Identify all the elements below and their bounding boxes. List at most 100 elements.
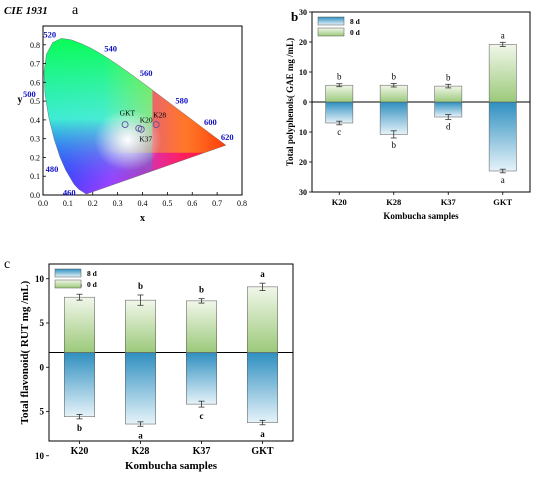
y-tick-label: 20 [299,158,307,167]
bar-0d [247,286,278,353]
bar-8d [64,352,95,417]
y-tick-label: 10 [35,274,45,284]
y-tick-label: 0.6 [30,78,40,87]
x-tick-label: 0.5 [162,199,172,208]
category-label: K28 [386,197,401,207]
significance-letter: a [138,430,143,440]
y-axis-label: Total flavonoid( RUT mg /mL) [19,280,31,424]
bar-8d [247,352,278,423]
sample-point [137,125,145,133]
category-label: K20 [332,197,347,207]
y-tick-label: 20 [299,38,307,47]
y-tick-label: 0.8 [30,41,40,50]
category-label: K20 [71,446,89,457]
y-tick-label: 5 [40,318,45,328]
sample-point [121,121,129,129]
x-tick-label: 0.4 [138,199,148,208]
category-label: K37 [441,197,457,207]
sample-point [152,121,160,129]
y-tick-label: 0.3 [30,135,40,144]
x-tick-label: 0.2 [88,199,98,208]
y-tick-label: 0.0 [30,191,40,200]
cie-white-point [84,87,181,176]
polyphenol-panel: b 30 20 10 0 10 20 30 K20 c b K28 b b K37 d b GKT a a 8 d 0 … [285,8,531,221]
x-tick-label: 0.3 [113,199,123,208]
sample-label: K28 [153,111,166,120]
y-tick-label: 0.2 [30,153,40,162]
y-tick-label: 10 [299,128,307,137]
y-axis-label: y [18,95,23,106]
y-tick-label: 0 [303,98,307,107]
wavelength-label: 500 [23,89,36,99]
panel-c-label: c [4,257,10,272]
cie-locus-outline [43,38,227,195]
legend-swatch [317,27,345,37]
x-tick-label: 0.0 [38,199,48,208]
y-tick-label: 0.7 [30,60,40,69]
panel-a-label: a [72,3,79,18]
sample-label: K37 [139,134,152,143]
legend-swatch [54,268,82,278]
x-axis-label: x [140,213,145,224]
legend-label: 0 d [350,28,361,37]
significance-letter: a [260,269,265,279]
y-tick-label: 0 [40,362,45,372]
significance-letter: d [446,121,451,131]
bar-8d [379,101,408,135]
wavelength-label: 620 [221,132,234,142]
x-axis-label: Kombucha samples [383,211,459,221]
y-tick-label: 5 [40,407,45,417]
bar-0d [325,84,354,103]
category-label: GKT [493,197,512,207]
significance-letter: a [501,30,505,40]
legend-label: 0 d [87,280,98,289]
bar-0d [434,85,463,103]
x-tick-label: 0.6 [187,199,197,208]
legend-label: 8 d [350,17,361,26]
legend-swatch [317,16,345,26]
legend-label: 8 d [87,269,98,278]
bar-0d [125,299,156,353]
x-tick-label: 0.1 [63,199,73,208]
bar-0d [186,300,217,353]
y-tick-label: 0.1 [30,172,40,181]
significance-letter: c [200,411,204,421]
bar-0d [488,44,517,103]
significance-letter: b [77,423,82,433]
category-label: K37 [193,446,211,457]
significance-letter: b [392,71,397,81]
bar-8d [186,352,217,405]
panel-b-label: b [291,9,298,24]
category-label: K28 [132,446,150,457]
wavelength-label: 540 [104,43,117,53]
wavelength-label: 520 [43,29,56,39]
wavelength-label: 600 [204,117,217,127]
significance-letter: a [501,175,505,185]
y-tick-label: 0.5 [30,97,40,106]
bar-0d [379,84,408,103]
bar-0d [64,296,95,353]
significance-letter: c [337,127,341,137]
x-tick-label: 0.7 [212,199,222,208]
cie-title: CIE 1931 [4,5,48,17]
wavelength-label: 460 [63,187,76,197]
polyphenol-plot-area: 30 20 10 0 10 20 30 K20 c b K28 b b K37 d b GKT a a 8 d 0 d K… [285,8,531,221]
significance-letter: b [446,72,451,82]
y-tick-label: 30 [299,8,307,17]
sample-label: GKT [120,109,136,118]
y-tick-label: 30 [299,188,307,197]
significance-letter: b [138,281,143,291]
wavelength-label: 560 [140,68,153,78]
wavelength-label: 580 [175,96,188,106]
significance-letter: b [199,285,204,295]
category-label: GKT [251,446,274,457]
bar-8d [325,101,354,124]
significance-letter: a [260,429,265,439]
cie-plot-area: 0.0 0.1 0.2 0.3 0.4 0.5 0.6 0.7 0.8 0.0 0.1 0.2 0.3 0… [18,25,247,224]
cie-color-fill [44,38,226,195]
bar-8d [125,352,156,425]
bar-8d [488,101,517,172]
cie-panel: CIE 1931 a 0.0 0.1 0.2 0.3 0.4 0.5 0.6 0.7 0.80.… [4,3,247,224]
significance-letter: b [392,140,397,150]
